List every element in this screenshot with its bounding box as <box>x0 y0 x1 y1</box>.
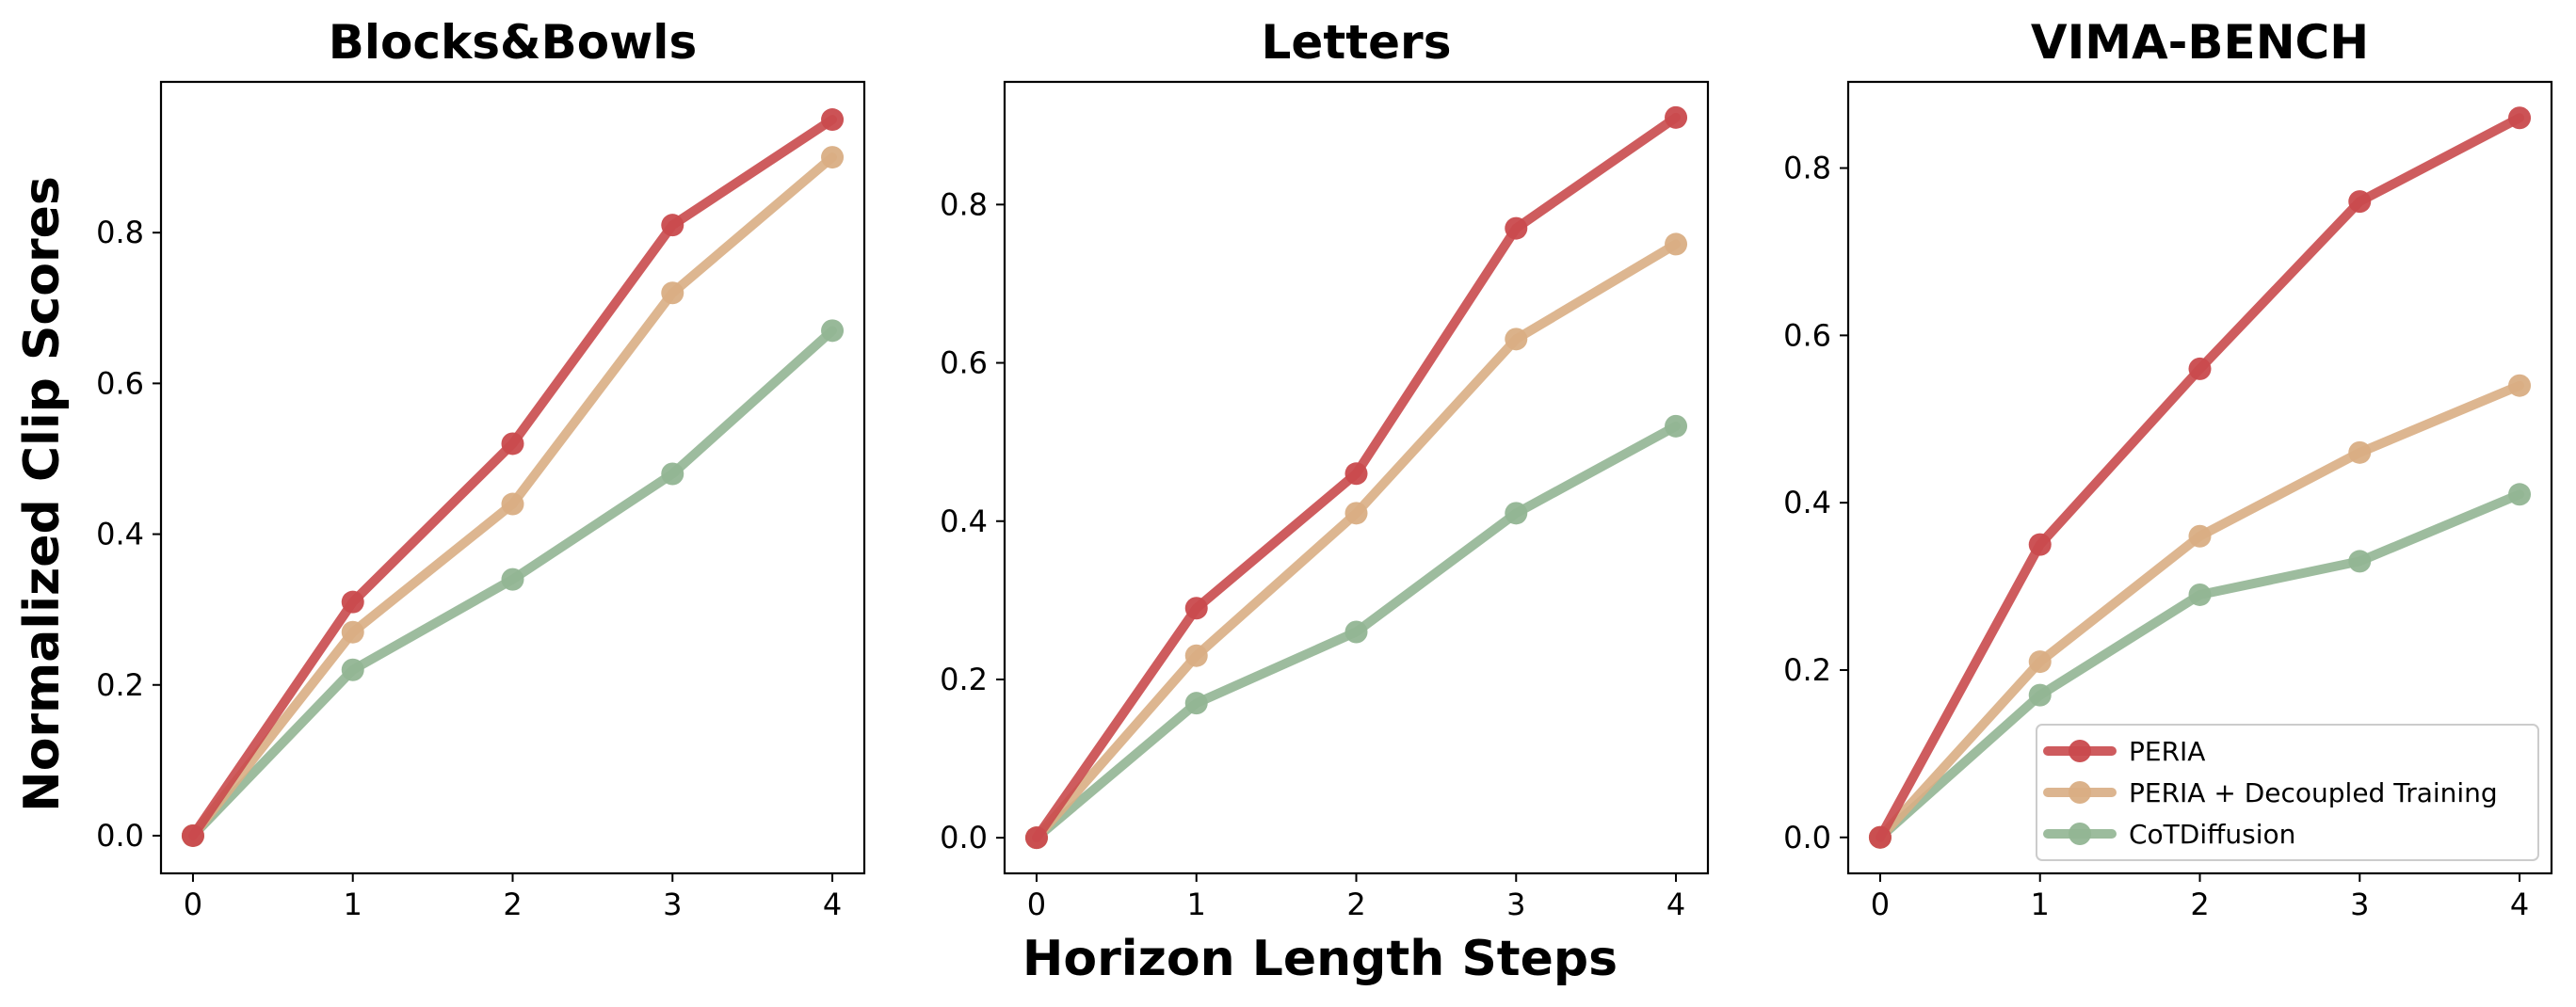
y-tick-label: 0.2 <box>940 662 988 697</box>
data-point <box>2028 533 2052 556</box>
y-tick-label: 0.0 <box>940 820 988 855</box>
legend-entry-cotdiffusion: CoTDiffusion <box>2043 819 2295 850</box>
x-axis-label: Horizon Length Steps <box>1022 931 1618 987</box>
x-tick-label: 2 <box>1346 887 1365 922</box>
y-tick-label: 0.4 <box>940 504 988 539</box>
data-point <box>2028 683 2052 707</box>
data-point <box>501 567 524 591</box>
data-point <box>1505 502 1528 525</box>
panel-title: Letters <box>1262 15 1452 70</box>
y-tick-label: 0.2 <box>96 667 144 703</box>
x-tick-label: 1 <box>1187 887 1206 922</box>
data-point <box>1665 232 1688 256</box>
x-tick-label: 2 <box>503 887 522 922</box>
data-point <box>1505 216 1528 240</box>
y-tick-label: 0.0 <box>1783 820 1831 855</box>
y-tick-label: 0.6 <box>96 365 144 401</box>
data-point <box>341 590 364 614</box>
data-point <box>341 658 364 681</box>
data-point <box>1344 620 1368 644</box>
data-point <box>501 432 524 456</box>
x-tick-label: 2 <box>2190 887 2209 922</box>
data-point <box>2508 483 2532 506</box>
legend: PERIA PERIA + Decoupled Training CoTDiffus… <box>2036 724 2539 861</box>
data-point <box>2188 583 2212 606</box>
data-point <box>2348 190 2372 214</box>
data-point <box>1868 825 1892 849</box>
x-tick-label: 3 <box>663 887 682 922</box>
panel-title: VIMA-BENCH <box>2031 15 2369 70</box>
data-point <box>1024 826 1048 850</box>
y-tick-label: 0.4 <box>96 517 144 552</box>
y-tick-label: 0.8 <box>940 186 988 222</box>
data-point <box>661 214 684 237</box>
x-tick-label: 3 <box>2350 887 2369 922</box>
x-tick-label: 0 <box>184 887 202 922</box>
x-tick-label: 4 <box>2510 887 2529 922</box>
legend-marker <box>2069 781 2091 804</box>
series-cotdiffusion <box>181 319 845 847</box>
series-peria <box>181 108 845 847</box>
data-point <box>501 492 524 516</box>
data-point <box>821 319 845 343</box>
data-point <box>821 146 845 169</box>
data-point <box>1344 502 1368 525</box>
series-peria <box>1868 106 2532 849</box>
series-line <box>1031 239 1682 843</box>
y-axis-label: Normalized Clip Scores <box>14 176 71 812</box>
data-point <box>1184 692 1208 715</box>
x-tick-label: 1 <box>2031 887 2050 922</box>
legend-entry-peria: PERIA <box>2043 736 2205 767</box>
y-tick-label: 0.8 <box>96 215 144 250</box>
legend-marker <box>2069 823 2091 845</box>
chart-panels: Blocks&Bowls 0.0 0.2 0.4 0.6 0.8 0 1 2 3 4 Letters 0… <box>96 15 2553 922</box>
x-tick-label: 3 <box>1506 887 1525 922</box>
y-tick-label: 0.8 <box>1783 151 1831 186</box>
data-point <box>1505 328 1528 351</box>
data-point <box>2188 357 2212 380</box>
data-point <box>1665 414 1688 438</box>
data-point <box>661 281 684 305</box>
panel-blocks-bowls: Blocks&Bowls 0.0 0.2 0.4 0.6 0.8 0 1 2 3 4 <box>96 15 866 922</box>
y-tick-label: 0.0 <box>96 818 144 854</box>
legend-box <box>2036 724 2539 861</box>
panel-vima-bench: VIMA-BENCH 0.0 0.2 0.4 0.6 0.8 0 1 2 3 4 <box>1783 15 2553 922</box>
y-tick-label: 0.6 <box>940 345 988 381</box>
x-tick-label: 4 <box>1666 887 1685 922</box>
data-point <box>821 108 845 132</box>
data-point <box>2028 650 2052 674</box>
data-point <box>1665 105 1688 129</box>
data-point <box>2188 524 2212 548</box>
y-tick-label: 0.6 <box>1783 317 1831 353</box>
series-line <box>187 115 838 840</box>
legend-label: CoTDiffusion <box>2129 819 2295 850</box>
x-tick-label: 4 <box>823 887 842 922</box>
legend-entry-peria-decoupled-training: PERIA + Decoupled Training <box>2043 777 2498 808</box>
legend-marker <box>2069 740 2091 762</box>
x-tick-label: 0 <box>1871 887 1890 922</box>
legend-label: PERIA + Decoupled Training <box>2129 777 2498 808</box>
data-point <box>341 620 364 644</box>
panel-letters: Letters 0.0 0.2 0.4 0.6 0.8 0 1 2 3 4 <box>940 15 1710 922</box>
legend-label: PERIA <box>2129 736 2205 767</box>
series-peria-decoupled-training <box>1024 232 1688 850</box>
data-point <box>1344 462 1368 486</box>
y-tick-label: 0.4 <box>1783 485 1831 520</box>
data-point <box>2348 440 2372 464</box>
x-tick-label: 0 <box>1027 887 1046 922</box>
series-peria <box>1024 105 1688 850</box>
y-tick-label: 0.2 <box>1783 652 1831 688</box>
data-point <box>181 823 204 847</box>
data-point <box>1184 644 1208 667</box>
data-point <box>2508 374 2532 397</box>
data-point <box>2508 106 2532 130</box>
data-point <box>2348 550 2372 573</box>
data-point <box>1184 597 1208 620</box>
panel-title: Blocks&Bowls <box>329 15 697 70</box>
x-tick-label: 1 <box>344 887 362 922</box>
data-point <box>661 462 684 486</box>
